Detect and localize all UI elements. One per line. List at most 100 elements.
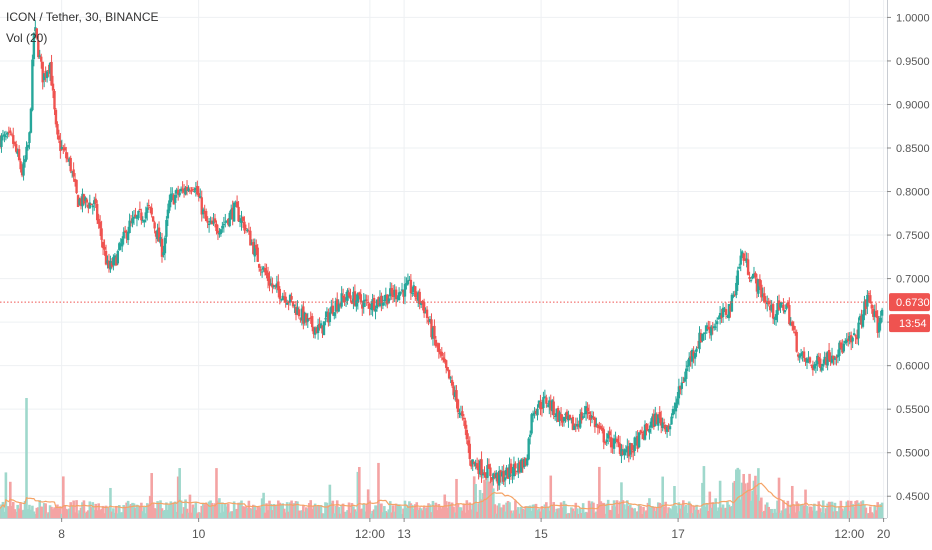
candle-down — [243, 216, 246, 234]
candle-down — [867, 290, 871, 302]
candle-up — [861, 310, 865, 329]
candle-body — [151, 216, 155, 222]
candle-up — [221, 221, 224, 233]
volume-bar-down — [631, 509, 635, 518]
candle-body — [356, 293, 360, 303]
volume-bar-down — [191, 504, 195, 518]
candle-down — [44, 66, 47, 82]
candle-down — [742, 252, 745, 266]
candle-up — [31, 54, 34, 112]
volume-bar-down — [176, 476, 180, 518]
candle-up — [224, 213, 227, 228]
volume-bar-up — [573, 511, 576, 518]
candle-down — [571, 414, 575, 431]
volume-bar-up — [525, 506, 529, 518]
candle-down — [150, 203, 153, 218]
candle-up — [833, 355, 837, 365]
candle-body — [492, 473, 495, 479]
x-tick-label: 10 — [192, 527, 206, 541]
candle-body — [752, 273, 756, 278]
candle-up — [175, 187, 178, 198]
candle-down — [763, 286, 766, 304]
candle-body — [727, 304, 731, 319]
countdown-label: 13:54 — [899, 318, 927, 330]
volume-bar-up — [393, 511, 396, 518]
volume-bar-down — [521, 508, 525, 518]
candle-up — [471, 459, 474, 472]
candle-body — [626, 446, 629, 453]
volume-bar-up — [605, 503, 609, 518]
candle-body — [278, 288, 281, 299]
candle-body — [243, 221, 246, 231]
candle-body — [68, 159, 71, 162]
candle-down — [190, 187, 193, 195]
candle-down — [490, 476, 494, 482]
candle-body — [649, 421, 653, 428]
candle-body — [313, 327, 317, 335]
candle-body — [129, 221, 133, 223]
volume-bar-down — [134, 508, 137, 518]
volume-bar-up — [81, 502, 84, 518]
volume-bar-up — [861, 500, 865, 518]
candle-down — [380, 292, 383, 312]
volume-bar-down — [291, 503, 295, 518]
volume-bar-up — [508, 502, 511, 518]
candle-down — [534, 408, 538, 416]
volume-bar-up — [106, 506, 109, 518]
candle-down — [297, 306, 301, 319]
candle-body — [75, 179, 78, 194]
candle-down — [50, 54, 53, 86]
candle-body — [371, 299, 374, 311]
candle-body — [702, 333, 706, 335]
volume-bar-up — [704, 506, 707, 518]
candle-up — [537, 400, 541, 409]
candle-body — [872, 309, 875, 317]
candle-down — [748, 271, 751, 283]
volume-bar-down — [636, 511, 639, 518]
candle-body — [478, 460, 482, 475]
volume-bar-up — [346, 510, 349, 518]
candle-down — [57, 129, 61, 144]
candle-body — [587, 411, 591, 414]
candle-down — [10, 132, 13, 137]
volume-bar-down — [645, 510, 648, 518]
candle-down — [210, 217, 214, 225]
candle-body — [811, 365, 815, 371]
volume-bar-down — [321, 513, 324, 518]
volume-bar-up — [374, 505, 377, 518]
candle-down — [37, 35, 40, 59]
volume-bar-down — [11, 501, 15, 518]
volume-bar-up — [70, 505, 74, 518]
volume-bar-up — [84, 512, 87, 518]
candle-down — [196, 180, 199, 196]
candle-body — [6, 132, 9, 135]
candle-down — [465, 424, 469, 445]
candle-body — [191, 189, 195, 191]
candle-body — [686, 365, 689, 367]
candle-body — [736, 270, 739, 285]
candle-body — [576, 424, 579, 427]
candle-down — [149, 206, 152, 214]
candle-body — [415, 297, 418, 299]
candle-body — [12, 135, 15, 144]
candle-body — [290, 296, 293, 300]
candle-body — [579, 414, 582, 428]
candle-body — [503, 477, 507, 481]
candle-body — [880, 309, 884, 316]
volume-bar-down — [56, 504, 59, 518]
candle-body — [19, 161, 22, 170]
candle-up — [735, 275, 738, 299]
candle-body — [802, 351, 806, 359]
y-tick-label: 0.9000 — [896, 99, 930, 111]
volume-bar-up — [620, 482, 623, 518]
candle-down — [409, 274, 413, 301]
candle-body — [496, 474, 499, 484]
volume-bar-down — [380, 503, 383, 518]
candle-down — [817, 352, 820, 367]
candle-up — [184, 186, 187, 196]
volume-bar-down — [596, 503, 600, 518]
candle-body — [801, 352, 804, 355]
volume-bar-up — [546, 506, 550, 518]
volume-bar-up — [677, 502, 681, 518]
